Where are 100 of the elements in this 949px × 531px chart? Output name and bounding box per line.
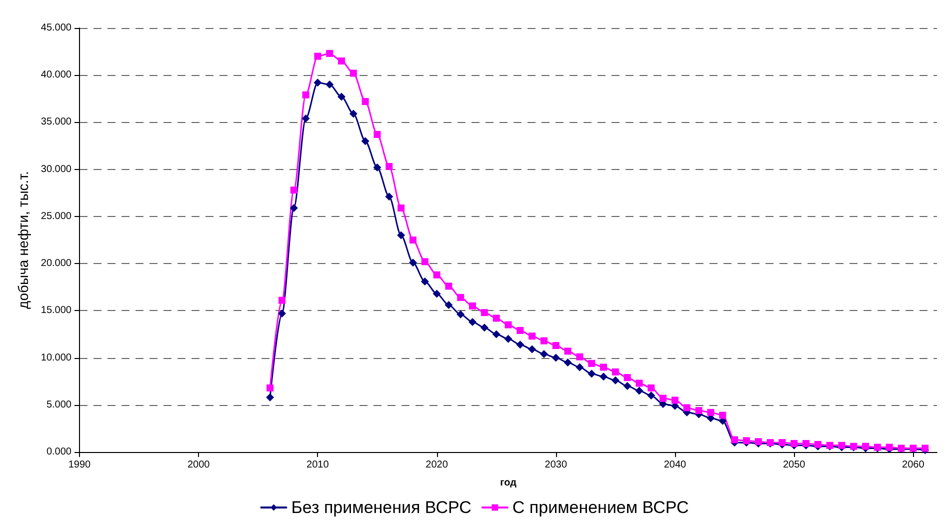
- point: [420, 277, 429, 286]
- point: [338, 92, 346, 101]
- point: [492, 330, 500, 338]
- point: [552, 342, 560, 350]
- point: [326, 50, 334, 57]
- point: [612, 368, 619, 376]
- point: [469, 302, 476, 310]
- point: [504, 334, 512, 343]
- y-tick-label: 0.000: [46, 446, 72, 458]
- point: [374, 130, 381, 138]
- y-tick-label: 25.000: [40, 210, 72, 222]
- point: [457, 294, 464, 301]
- point: [528, 345, 536, 354]
- point: [456, 310, 465, 318]
- point: [421, 258, 428, 266]
- point: [922, 444, 929, 452]
- point: [623, 382, 632, 390]
- y-tick-label: 45.000: [40, 22, 72, 34]
- point: [468, 318, 477, 326]
- point: [814, 440, 822, 448]
- point: [600, 372, 608, 381]
- point: [611, 376, 620, 384]
- point: [433, 271, 440, 278]
- y-tick-label: 10.000: [40, 352, 72, 364]
- point: [362, 98, 369, 105]
- y-axis-title: добыча нефти, тыс.т.: [15, 171, 31, 309]
- point: [731, 436, 738, 444]
- point: [516, 326, 524, 334]
- point: [302, 114, 310, 122]
- point: [540, 350, 548, 358]
- point: [361, 137, 370, 146]
- point: [588, 360, 596, 367]
- point: [398, 204, 405, 212]
- point: [409, 236, 416, 244]
- point: [278, 296, 286, 304]
- point: [635, 386, 644, 395]
- x-axis-title: год: [500, 478, 518, 488]
- x-tick-label: 2020: [426, 460, 448, 470]
- point: [564, 348, 572, 355]
- point: [290, 186, 298, 194]
- y-tick-label: 40.000: [40, 70, 72, 81]
- point: [576, 363, 584, 372]
- point: [290, 204, 298, 212]
- x-tick-label: 2010: [306, 460, 330, 470]
- point: [397, 231, 406, 240]
- point: [707, 408, 714, 416]
- point: [349, 110, 358, 118]
- point: [695, 407, 702, 414]
- point: [660, 394, 667, 402]
- y-tick-label: 20.000: [40, 258, 72, 270]
- point: [564, 358, 572, 366]
- x-tick-label: 2060: [902, 460, 925, 470]
- point: [886, 444, 893, 451]
- point: [445, 282, 452, 290]
- x-tick-label: 1990: [68, 460, 92, 470]
- point: [648, 384, 655, 392]
- y-tick-label: 15.000: [40, 305, 72, 316]
- y-tick-label: 30.000: [40, 164, 72, 175]
- legend-label: С применением ВСРС: [512, 498, 689, 517]
- point: [647, 391, 656, 400]
- point: [302, 91, 310, 98]
- y-tick-label: 35.000: [40, 116, 72, 128]
- x-tick-label: 2040: [664, 460, 687, 470]
- point: [600, 364, 608, 371]
- x-tick-label: 2000: [187, 460, 210, 470]
- point: [386, 163, 393, 170]
- point: [719, 412, 726, 419]
- point: [492, 314, 500, 322]
- x-tick-label: 2050: [782, 460, 806, 470]
- point: [576, 353, 584, 360]
- legend-label: Без применения ВСРС: [291, 498, 472, 517]
- point: [432, 290, 441, 298]
- point: [326, 80, 334, 89]
- point: [754, 438, 762, 446]
- point: [385, 192, 394, 201]
- point: [444, 301, 453, 310]
- point: [408, 258, 417, 267]
- point: [278, 309, 286, 318]
- y-tick-label: 5.000: [46, 399, 72, 410]
- point: [838, 442, 846, 449]
- point: [862, 442, 870, 450]
- point: [540, 337, 548, 344]
- point: [683, 404, 690, 412]
- point: [742, 437, 750, 444]
- point: [671, 396, 678, 404]
- point: [314, 52, 322, 60]
- point: [588, 370, 596, 378]
- point: [504, 321, 512, 328]
- point: [636, 380, 643, 387]
- point: [338, 57, 346, 64]
- point: [480, 309, 488, 316]
- point: [266, 393, 274, 402]
- point: [373, 163, 382, 172]
- point: [624, 374, 631, 382]
- point: [314, 78, 322, 87]
- point: [516, 340, 524, 349]
- point: [480, 324, 488, 332]
- point: [266, 384, 274, 392]
- point: [350, 70, 357, 77]
- point: [528, 332, 536, 340]
